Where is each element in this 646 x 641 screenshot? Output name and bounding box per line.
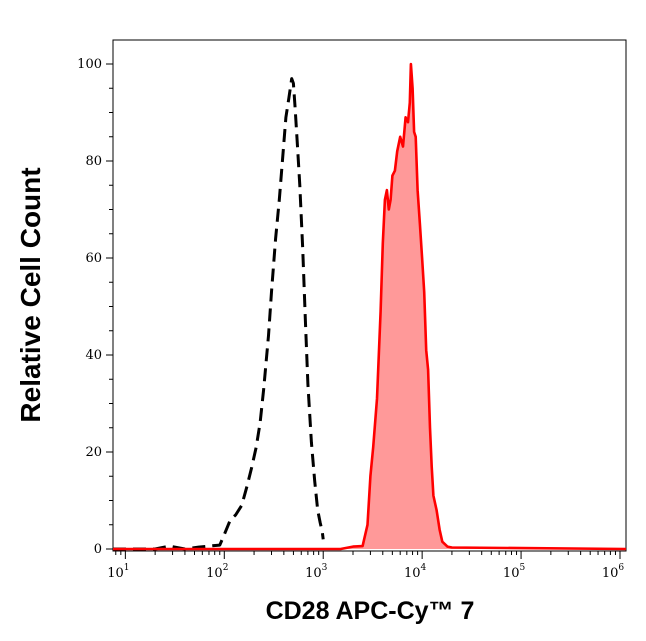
plot-frame: [112, 39, 627, 552]
y-tick-label: 40: [85, 348, 102, 363]
x-tick-exponent: 3: [322, 563, 328, 573]
x-tick-exponent: 6: [618, 563, 624, 573]
x-tick-exponent: 5: [519, 563, 525, 573]
x-axis: 101 102 103 104 105 106: [107, 551, 624, 581]
series-0-line: [113, 77, 325, 551]
x-tick-label: 103: [305, 563, 328, 581]
x-tick-label: 106: [602, 563, 625, 581]
series-1-line: [113, 62, 627, 551]
x-tick-label: 105: [503, 563, 526, 581]
x-tick-label: 102: [206, 563, 228, 581]
y-tick-label: 80: [85, 154, 102, 169]
x-tick-label: 101: [107, 563, 129, 581]
y-axis-title: Relative Cell Count: [15, 167, 46, 422]
y-tick-label: 0: [94, 542, 102, 557]
y-axis: 0 20 40 60 80 100: [77, 57, 113, 557]
y-tick-label: 60: [85, 251, 102, 266]
series-layer: [113, 62, 627, 551]
x-axis-title: CD28 APC-Cy™ 7: [266, 597, 475, 625]
x-tick-exponent: 1: [124, 563, 130, 573]
x-tick-exponent: 4: [421, 563, 427, 573]
x-tick-exponent: 2: [223, 563, 229, 573]
y-tick-label: 100: [77, 57, 102, 72]
y-tick-label: 20: [85, 445, 102, 460]
x-tick-label: 104: [404, 563, 427, 581]
